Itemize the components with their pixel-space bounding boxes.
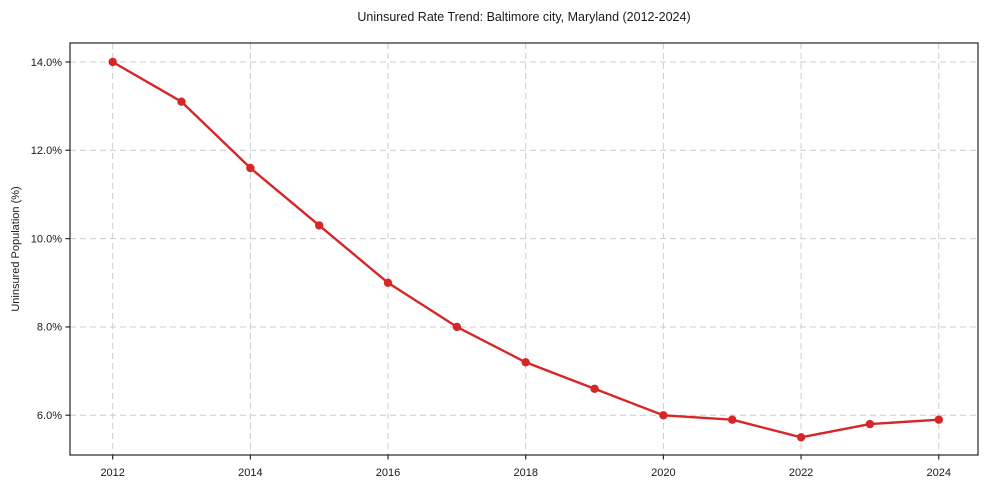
- data-point-2019: [590, 384, 599, 393]
- x-tick-label: 2024: [927, 467, 951, 479]
- plot-border: [69, 42, 979, 456]
- data-point-2017: [452, 322, 462, 332]
- x-tick-label: 2020: [651, 467, 675, 479]
- y-tick-label: 14.0%: [31, 57, 62, 69]
- y-tick-label: 12.0%: [31, 145, 62, 157]
- y-tick-label: 10.0%: [31, 233, 62, 245]
- y-axis-label: Uninsured Population (%): [10, 186, 22, 311]
- x-tick-label: 2012: [100, 467, 124, 479]
- x-tick-label: 2018: [513, 467, 537, 479]
- y-tick-label: 6.0%: [37, 410, 62, 422]
- data-point-2013: [177, 97, 186, 106]
- data-point-2018: [521, 358, 530, 367]
- data-point-2015: [315, 221, 324, 230]
- data-point-2021: [728, 415, 737, 424]
- data-point-2022: [796, 433, 806, 442]
- x-tick-label: 2016: [376, 467, 400, 479]
- data-point-2012: [108, 57, 117, 67]
- data-point-2020: [659, 411, 668, 420]
- chart-title: Uninsured Rate Trend: Baltimore city, Ma…: [357, 10, 690, 24]
- x-tick-label: 2022: [789, 467, 813, 479]
- data-point-2014: [246, 163, 255, 173]
- x-tick-label: 2014: [238, 467, 262, 479]
- data-point-2016: [383, 278, 393, 287]
- plot-area: 2012 2014 2016 2018 2020 2022 2024 6.0% 8.0% 10.0…: [31, 42, 979, 479]
- y-tick-label: 8.0%: [37, 322, 62, 334]
- data-point-2023: [865, 419, 875, 429]
- data-point-2024: [934, 415, 943, 424]
